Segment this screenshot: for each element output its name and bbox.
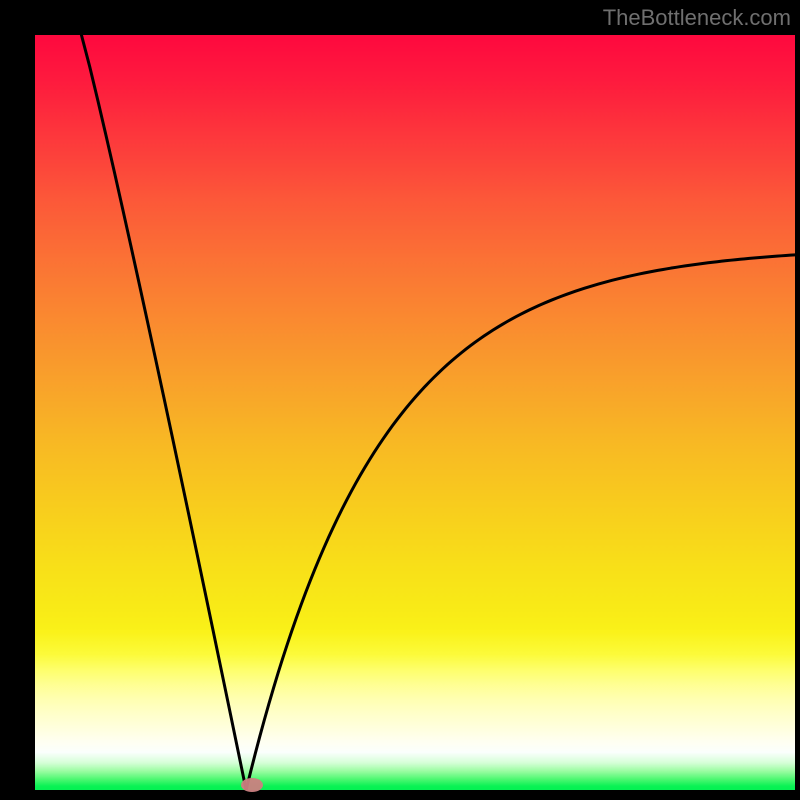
chart-frame: TheBottleneck.com [0,0,800,800]
watermark-text: TheBottleneck.com [603,5,791,31]
minimum-marker [241,778,263,792]
bottleneck-curve [35,35,795,790]
plot-area [35,35,795,790]
